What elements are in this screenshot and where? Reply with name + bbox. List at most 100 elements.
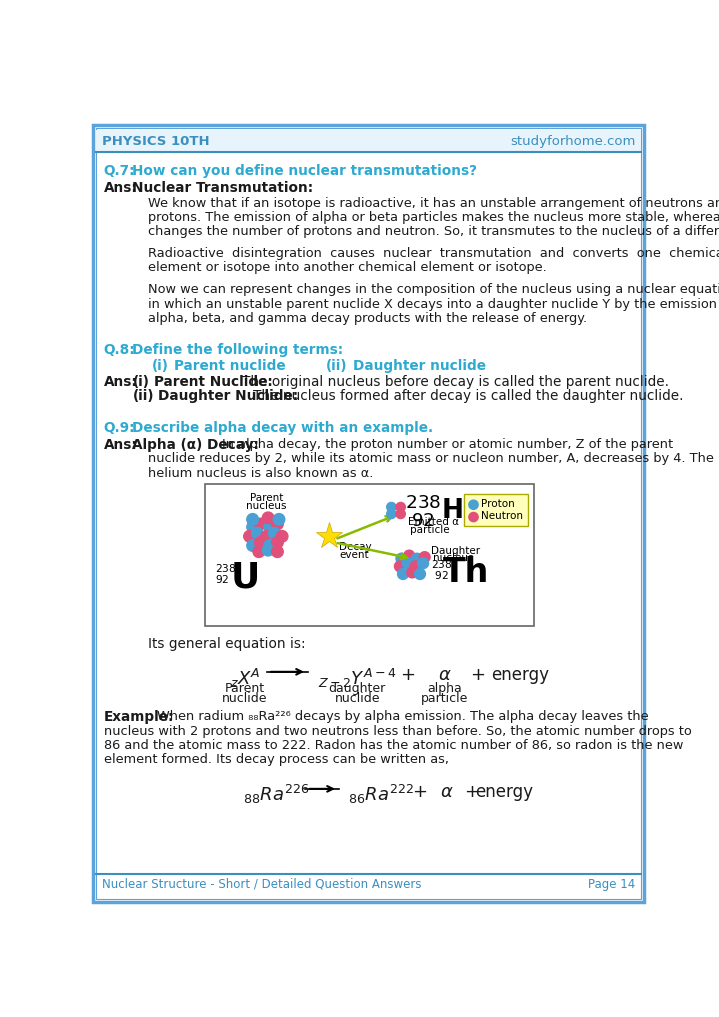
Circle shape [255, 519, 266, 530]
Text: Describe alpha decay with an example.: Describe alpha decay with an example. [132, 421, 434, 435]
Text: (i): (i) [152, 359, 169, 373]
Circle shape [268, 528, 280, 539]
Text: Page 14: Page 14 [588, 878, 636, 891]
Circle shape [273, 514, 285, 525]
Circle shape [247, 540, 258, 551]
Text: energy: energy [491, 666, 549, 684]
Circle shape [396, 502, 406, 512]
Text: $\alpha$: $\alpha$ [438, 666, 452, 684]
Circle shape [262, 512, 274, 524]
Text: $^{238}_{\ 92}$: $^{238}_{\ 92}$ [431, 558, 453, 582]
Text: $^{238}_{92}$: $^{238}_{92}$ [216, 563, 237, 587]
Text: Daughter: Daughter [431, 545, 480, 555]
Circle shape [244, 531, 255, 542]
Text: element formed. Its decay process can be written as,: element formed. Its decay process can be… [104, 753, 449, 766]
Text: Decay: Decay [339, 542, 372, 552]
Circle shape [418, 558, 429, 569]
Text: nucleus: nucleus [247, 501, 287, 511]
Text: $_{88}Ra^{226}$: $_{88}Ra^{226}$ [243, 783, 309, 805]
Text: Nuclear Structure - Short / Detailed Question Answers: Nuclear Structure - Short / Detailed Que… [102, 878, 422, 891]
Bar [464, 494, 528, 526]
Text: alpha: alpha [428, 681, 462, 695]
Text: Define the following terms:: Define the following terms: [132, 344, 344, 357]
Circle shape [262, 544, 274, 556]
Text: Radioactive  disintegration  causes  nuclear  transmutation  and  converts  one : Radioactive disintegration causes nuclea… [148, 247, 719, 260]
Text: When radium ₈₈Ra²²⁶ decays by alpha emission. The alpha decay leaves the: When radium ₈₈Ra²²⁶ decays by alpha emis… [157, 710, 648, 723]
Text: Parent: Parent [250, 493, 283, 503]
Text: The nucleus formed after decay is called the daughter nuclide.: The nucleus formed after decay is called… [252, 390, 683, 403]
Text: Neutron: Neutron [481, 512, 523, 522]
Bar [96, 130, 641, 153]
Text: in which an unstable parent nuclide X decays into a daughter nuclide Y by the em: in which an unstable parent nuclide X de… [148, 298, 719, 310]
Text: alpha, beta, and gamma decay products with the release of energy.: alpha, beta, and gamma decay products wi… [148, 312, 587, 324]
Circle shape [387, 510, 396, 519]
Text: helium nucleus is also known as α.: helium nucleus is also known as α. [148, 467, 373, 480]
Text: nuclide reduces by 2, while its atomic mass or nucleon number, A, decreases by 4: nuclide reduces by 2, while its atomic m… [148, 453, 714, 466]
Text: $_{Z-2}Y^{A-4}$: $_{Z-2}Y^{A-4}$ [318, 666, 396, 690]
Text: Daughter nuclide: Daughter nuclide [353, 359, 486, 373]
Circle shape [419, 551, 430, 562]
Circle shape [253, 546, 265, 557]
Text: Its general equation is:: Its general equation is: [148, 638, 306, 651]
Text: (ii): (ii) [326, 359, 348, 373]
Text: Nuclear Transmutation:: Nuclear Transmutation: [132, 181, 313, 195]
Text: +: + [470, 666, 485, 684]
Circle shape [469, 500, 478, 510]
Circle shape [264, 522, 275, 533]
Text: Q.8:: Q.8: [104, 344, 135, 357]
Circle shape [396, 510, 406, 519]
Circle shape [404, 550, 415, 561]
Text: The original nucleus before decay is called the parent nuclide.: The original nucleus before decay is cal… [242, 375, 669, 388]
Circle shape [272, 546, 283, 557]
Circle shape [255, 537, 266, 548]
Circle shape [247, 522, 258, 533]
Text: Ans:: Ans: [104, 438, 137, 453]
Text: studyforhome.com: studyforhome.com [510, 135, 636, 147]
Circle shape [264, 540, 275, 551]
Text: How can you define nuclear transmutations?: How can you define nuclear transmutation… [132, 164, 477, 178]
Text: We know that if an isotope is radioactive, it has an unstable arrangement of neu: We know that if an isotope is radioactiv… [148, 196, 719, 210]
Circle shape [387, 502, 396, 512]
Text: Q.9:: Q.9: [104, 421, 135, 435]
Text: Daughter Nuclide:: Daughter Nuclide: [158, 390, 298, 403]
Circle shape [247, 514, 258, 525]
Text: nuclide: nuclide [334, 692, 380, 705]
Text: +: + [412, 783, 427, 800]
Circle shape [276, 531, 288, 542]
Text: Th: Th [444, 556, 490, 590]
Text: Ans:: Ans: [104, 375, 137, 388]
Circle shape [469, 513, 478, 522]
Text: protons. The emission of alpha or beta particles makes the nucleus more stable, : protons. The emission of alpha or beta p… [148, 211, 719, 224]
Text: $_{86}Ra^{222}$: $_{86}Ra^{222}$ [347, 783, 413, 805]
Circle shape [272, 537, 283, 548]
Text: Parent Nuclide:: Parent Nuclide: [154, 375, 273, 388]
Circle shape [415, 569, 426, 580]
Text: Parent nuclide: Parent nuclide [173, 359, 285, 373]
Text: particle: particle [421, 692, 469, 705]
Circle shape [410, 561, 421, 572]
Text: $^{238}_{\ 92}$He: $^{238}_{\ 92}$He [405, 491, 482, 528]
Text: In alpha decay, the proton number or atomic number, Z of the parent: In alpha decay, the proton number or ato… [221, 438, 673, 452]
Text: Q.7:: Q.7: [104, 164, 135, 178]
Text: Now we can represent changes in the composition of the nucleus using a nuclear e: Now we can represent changes in the comp… [148, 284, 719, 296]
Circle shape [261, 531, 273, 542]
Circle shape [252, 528, 263, 539]
Text: +: + [400, 666, 415, 684]
Circle shape [407, 567, 418, 578]
Text: nuclide: nuclide [222, 692, 267, 705]
Text: $\alpha$: $\alpha$ [439, 783, 453, 800]
Text: Example:: Example: [104, 710, 174, 724]
Circle shape [411, 553, 422, 564]
Text: daughter: daughter [329, 681, 386, 695]
Circle shape [398, 569, 408, 580]
Text: energy: energy [475, 783, 533, 800]
Bar [205, 484, 534, 626]
Text: element or isotope into another chemical element or isotope.: element or isotope into another chemical… [148, 261, 546, 275]
Text: changes the number of protons and neutron. So, it transmutes to the nucleus of a: changes the number of protons and neutro… [148, 225, 719, 238]
Circle shape [272, 519, 283, 530]
Circle shape [395, 561, 406, 572]
Text: event: event [339, 550, 369, 560]
Text: (ii): (ii) [132, 390, 154, 403]
Text: particle: particle [410, 525, 449, 535]
Text: $_{z}X^{A}$: $_{z}X^{A}$ [229, 666, 260, 690]
